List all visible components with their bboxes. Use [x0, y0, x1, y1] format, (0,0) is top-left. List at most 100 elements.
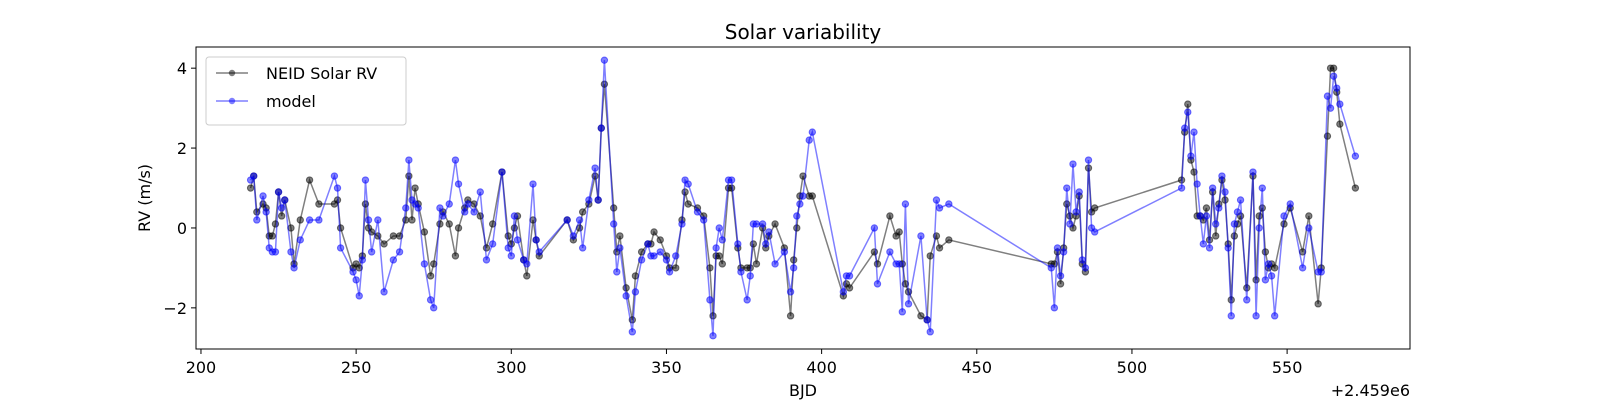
data-point [873, 280, 882, 288]
data-point [488, 240, 497, 248]
data-point [743, 296, 751, 304]
data-point [1050, 304, 1059, 312]
x-axis-label: BJD [789, 381, 817, 400]
data-point [935, 244, 944, 252]
data-point [330, 172, 339, 180]
data-point [1255, 224, 1263, 232]
data-point [594, 196, 602, 204]
data-point [945, 200, 953, 208]
data-point [1199, 240, 1208, 248]
data-point [597, 124, 605, 132]
data-point [523, 260, 531, 268]
data-point [250, 172, 258, 180]
data-point [578, 244, 587, 252]
data-point [1072, 208, 1080, 216]
data-point [1212, 232, 1220, 240]
data-point [336, 224, 345, 232]
data-point [464, 200, 472, 208]
data-point [1286, 200, 1294, 208]
data-point [451, 252, 460, 260]
data-point [870, 248, 879, 256]
data-point [575, 216, 584, 224]
data-point [436, 204, 444, 212]
data-point [1236, 196, 1245, 204]
data-point [277, 212, 286, 220]
data-point [616, 244, 624, 252]
data-point [287, 248, 295, 256]
data-point [380, 288, 388, 296]
data-point [718, 260, 727, 268]
x-offset-label: +2.459e6 [1331, 381, 1410, 400]
data-point [845, 284, 854, 292]
data-point [610, 220, 618, 228]
data-point [628, 328, 637, 336]
x-tick-label: 400 [806, 358, 837, 377]
data-point [945, 236, 953, 244]
data-point [1224, 244, 1232, 252]
data-point [355, 292, 363, 300]
data-point [758, 220, 767, 228]
data-point [656, 236, 664, 244]
data-point [799, 192, 807, 200]
data-point [402, 204, 410, 212]
data-point [895, 260, 903, 268]
data-point [712, 244, 720, 252]
x-tick-label: 550 [1272, 358, 1303, 377]
x-tick-label: 200 [186, 358, 217, 377]
data-point [718, 236, 727, 244]
data-point [315, 200, 323, 208]
data-point [451, 156, 460, 164]
y-tick-label: 2 [177, 139, 187, 158]
data-point [1270, 264, 1279, 272]
data-point [684, 200, 692, 208]
data-point [336, 244, 345, 252]
data-point [510, 212, 519, 220]
data-point [445, 220, 453, 228]
data-point [569, 232, 578, 240]
data-point [1091, 204, 1099, 212]
data-point [374, 216, 382, 224]
data-point [926, 252, 934, 260]
data-point [1255, 212, 1263, 220]
data-point [839, 288, 848, 296]
data-point [786, 288, 795, 296]
data-point [1063, 184, 1071, 192]
legend-label: NEID Solar RV [266, 64, 377, 83]
data-point [1298, 264, 1307, 272]
data-point [786, 312, 795, 320]
data-point [333, 184, 342, 192]
data-point [364, 216, 373, 224]
data-point [529, 180, 537, 188]
data-point [1326, 104, 1335, 112]
x-tick-label: 250 [341, 358, 372, 377]
data-point [1184, 108, 1192, 116]
data-point [281, 196, 289, 204]
data-point [709, 332, 717, 340]
data-point [699, 216, 708, 224]
data-point [535, 248, 543, 256]
data-point [1221, 188, 1229, 196]
data-point [532, 236, 540, 244]
data-point [1212, 220, 1220, 228]
data-point [1218, 172, 1226, 180]
data-point [268, 232, 277, 240]
data-point [796, 200, 804, 208]
data-point [886, 248, 894, 256]
data-point [706, 296, 714, 304]
data-point [672, 264, 680, 272]
data-point [917, 232, 925, 240]
data-point [1323, 92, 1332, 100]
data-point [1091, 228, 1099, 236]
data-point [901, 200, 910, 208]
x-tick-label: 350 [651, 358, 682, 377]
data-point [296, 216, 304, 224]
data-point [290, 264, 298, 272]
data-point [591, 164, 599, 172]
data-point [426, 296, 435, 304]
data-point [1261, 248, 1270, 256]
data-point [420, 260, 429, 268]
data-point [315, 216, 323, 224]
data-point [1047, 264, 1055, 272]
data-point [523, 272, 531, 280]
data-point [305, 176, 314, 184]
